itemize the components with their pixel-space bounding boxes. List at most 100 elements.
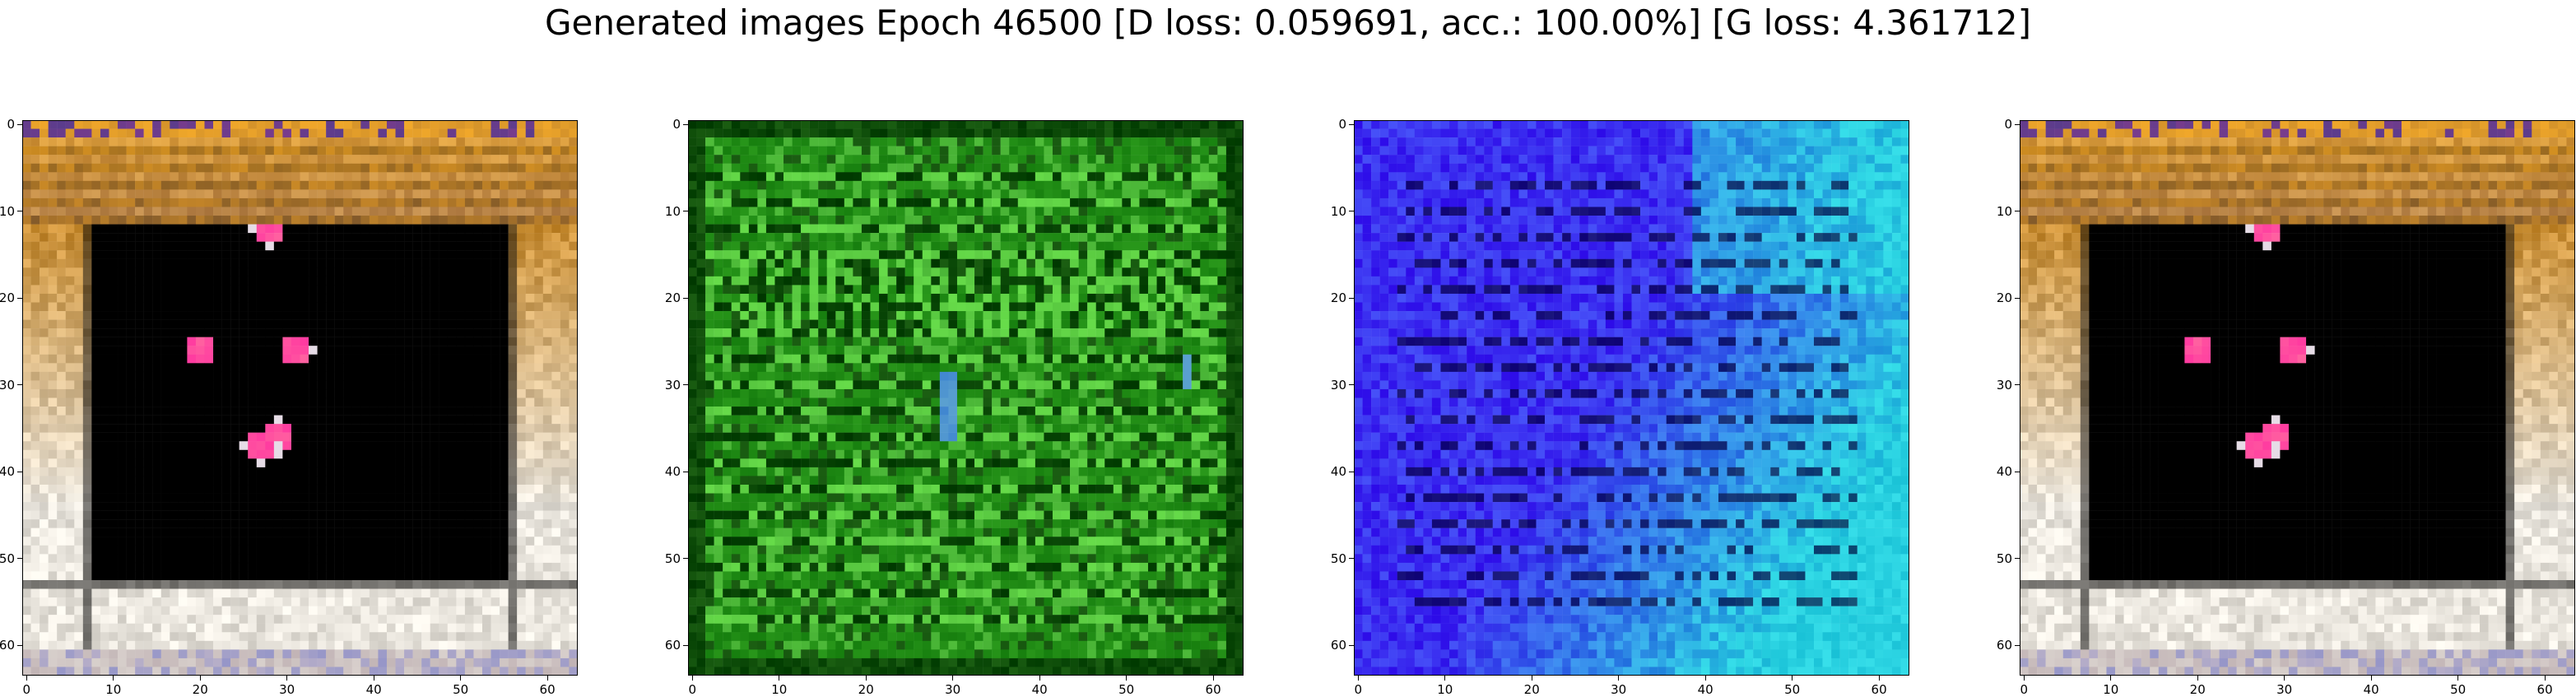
x-tick — [199, 676, 201, 681]
generated-image-3 — [1354, 120, 1909, 676]
x-tick-label: 60 — [2536, 682, 2553, 697]
y-tick-label: 20 — [1330, 290, 1346, 306]
x-tick-label: 50 — [1118, 682, 1135, 697]
y-tick — [17, 384, 22, 386]
y-tick — [2015, 297, 2020, 299]
x-tick-label: 50 — [1784, 682, 1801, 697]
y-tick-label: 50 — [664, 551, 681, 566]
x-tick — [2197, 676, 2198, 681]
y-tick — [683, 384, 688, 386]
x-tick — [1212, 676, 1214, 681]
y-tick-label: 20 — [1996, 290, 2012, 306]
x-tick-label: 20 — [192, 682, 208, 697]
y-tick — [17, 123, 22, 125]
y-tick-label: 10 — [664, 203, 681, 219]
x-tick-label: 0 — [1354, 682, 1363, 697]
y-tick — [1349, 123, 1354, 125]
y-tick-label: 20 — [664, 290, 681, 306]
x-tick-label: 40 — [365, 682, 382, 697]
y-tick-label: 0 — [7, 117, 15, 132]
x-tick-label: 60 — [1205, 682, 1221, 697]
y-tick-label: 30 — [1330, 377, 1346, 393]
y-tick-label: 60 — [1996, 638, 2012, 653]
x-tick — [2457, 676, 2459, 681]
y-tick — [683, 644, 688, 646]
y-tick-label: 40 — [0, 464, 15, 480]
y-tick — [17, 558, 22, 560]
y-tick-label: 50 — [0, 551, 15, 566]
x-tick — [691, 676, 693, 681]
y-tick — [1349, 558, 1354, 560]
x-tick-label: 20 — [1523, 682, 1540, 697]
x-tick-label: 30 — [279, 682, 295, 697]
x-tick-label: 20 — [858, 682, 874, 697]
x-tick-label: 30 — [2276, 682, 2293, 697]
x-tick-label: 10 — [105, 682, 122, 697]
x-tick — [2544, 676, 2546, 681]
y-tick — [17, 297, 22, 299]
x-tick-label: 40 — [1031, 682, 1048, 697]
y-tick — [2015, 123, 2020, 125]
y-tick — [1349, 297, 1354, 299]
y-tick — [683, 297, 688, 299]
x-tick-label: 20 — [2189, 682, 2206, 697]
x-tick — [2370, 676, 2372, 681]
x-tick — [1357, 676, 1359, 681]
x-tick-label: 10 — [771, 682, 788, 697]
x-tick — [2023, 676, 2025, 681]
generated-image-1 — [22, 120, 578, 676]
y-tick-label: 60 — [1330, 638, 1346, 653]
y-tick — [2015, 384, 2020, 386]
y-tick-label: 50 — [1330, 551, 1346, 566]
y-tick-label: 10 — [1330, 203, 1346, 219]
x-tick — [1039, 676, 1040, 681]
x-tick-label: 10 — [2103, 682, 2119, 697]
x-tick — [1704, 676, 1706, 681]
y-tick-label: 20 — [0, 290, 15, 306]
x-tick — [2110, 676, 2112, 681]
y-tick — [683, 558, 688, 560]
y-tick-label: 0 — [672, 117, 681, 132]
y-tick-label: 10 — [0, 203, 15, 219]
y-tick — [17, 644, 22, 646]
y-tick-label: 60 — [0, 638, 15, 653]
x-tick — [113, 676, 114, 681]
x-tick — [2284, 676, 2285, 681]
generated-image-2 — [688, 120, 1244, 676]
x-tick-label: 40 — [2363, 682, 2379, 697]
x-tick — [460, 676, 462, 681]
y-tick-label: 0 — [2004, 117, 2012, 132]
x-tick — [1878, 676, 1880, 681]
image-panel-2: 0 10 20 30 40 50 60 0 10 20 30 40 50 60 — [665, 118, 1244, 696]
y-tick — [1349, 644, 1354, 646]
x-tick — [1444, 676, 1446, 681]
x-tick-label: 50 — [453, 682, 469, 697]
generated-image-4 — [2020, 120, 2575, 676]
x-tick — [1126, 676, 1128, 681]
x-tick-label: 0 — [2020, 682, 2029, 697]
x-tick — [26, 676, 27, 681]
x-tick — [546, 676, 548, 681]
y-tick — [1349, 384, 1354, 386]
x-tick-label: 50 — [2450, 682, 2467, 697]
figure-title: Generated images Epoch 46500 [D loss: 0.… — [544, 2, 2032, 43]
y-tick-label: 60 — [664, 638, 681, 653]
x-tick — [1792, 676, 1793, 681]
y-tick — [683, 123, 688, 125]
x-tick-label: 40 — [1697, 682, 1713, 697]
x-tick-label: 60 — [539, 682, 556, 697]
y-tick-label: 30 — [0, 377, 15, 393]
y-tick-label: 10 — [1996, 203, 2012, 219]
x-tick-label: 30 — [1611, 682, 1627, 697]
y-tick-label: 40 — [1996, 464, 2012, 480]
y-tick-label: 30 — [1996, 377, 2012, 393]
x-tick — [286, 676, 288, 681]
y-tick-label: 40 — [664, 464, 681, 480]
x-tick — [1618, 676, 1620, 681]
x-tick — [865, 676, 867, 681]
image-panel-3: 0 10 20 30 40 50 60 0 10 20 30 40 50 60 — [1331, 118, 1909, 696]
y-tick-label: 40 — [1330, 464, 1346, 480]
image-panel-4: 0 10 20 30 40 50 60 0 10 20 30 40 50 60 — [1997, 118, 2575, 696]
x-tick — [952, 676, 954, 681]
